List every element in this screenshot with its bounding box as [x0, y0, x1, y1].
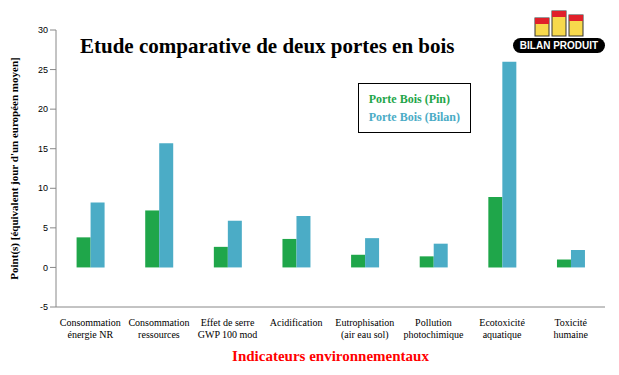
svg-text:Acidification: Acidification	[270, 317, 323, 328]
svg-text:10: 10	[38, 183, 48, 193]
svg-text:Indicateurs environnementaux: Indicateurs environnementaux	[232, 348, 429, 364]
svg-text:-5: -5	[40, 302, 48, 312]
svg-text:30: 30	[38, 25, 48, 35]
svg-text:Toxicitéhumaine: Toxicitéhumaine	[553, 317, 588, 340]
svg-text:0: 0	[43, 263, 48, 273]
svg-text:20: 20	[38, 104, 48, 114]
svg-text:15: 15	[38, 144, 48, 154]
svg-text:Pollutionphotochimique: Pollutionphotochimique	[403, 317, 464, 340]
svg-text:Point(s) [équivalent jour d'un: Point(s) [équivalent jour d'un européen …	[8, 57, 21, 279]
svg-text:Eutrophisation(air eau sol): Eutrophisation(air eau sol)	[335, 317, 394, 341]
html-text:Porte Bois (Pin): Porte Bois (Pin)	[368, 92, 450, 106]
svg-text:Consommationénergie NR: Consommationénergie NR	[60, 317, 121, 340]
svg-text:5: 5	[43, 223, 48, 233]
svg-text:Consommationressources: Consommationressources	[128, 317, 189, 340]
html-text:Porte Bois (Bilan): Porte Bois (Bilan)	[368, 110, 460, 124]
html-text:Etude comparative de deux port: Etude comparative de deux portes en bois	[80, 34, 455, 58]
svg-text:Ecotoxicitéaquatique: Ecotoxicitéaquatique	[479, 317, 525, 340]
html-text:BILAN PRODUIT: BILAN PRODUIT	[519, 40, 599, 51]
svg-text:25: 25	[38, 65, 48, 75]
svg-text:Effet de serreGWP 100 mod: Effet de serreGWP 100 mod	[198, 317, 258, 340]
